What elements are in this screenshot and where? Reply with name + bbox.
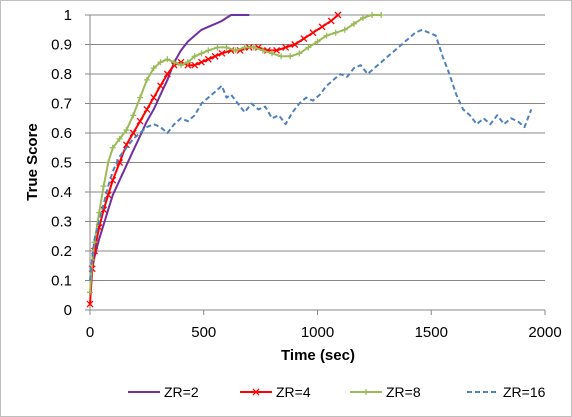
series-lines [86, 11, 533, 308]
data-point-zr-8 [205, 47, 212, 54]
series-zr-4 [86, 11, 342, 308]
y-tick-label: 0.7 [51, 96, 72, 113]
data-point-zr-4 [327, 17, 335, 25]
data-point-zr-4 [191, 61, 199, 69]
legend-label-zr-4: ZR=4 [276, 384, 311, 400]
data-point-zr-4 [129, 129, 137, 137]
data-point-zr-8 [369, 12, 376, 18]
data-point-zr-4 [218, 49, 226, 57]
data-point-zr-8 [287, 53, 294, 60]
x-tick-label: 1000 [301, 324, 334, 341]
data-point-zr-8 [350, 20, 357, 27]
data-point-zr-4 [334, 11, 342, 19]
gridlines [90, 14, 545, 281]
data-point-zr-4 [163, 70, 171, 78]
data-point-zr-4 [318, 23, 326, 31]
data-point-zr-8 [259, 47, 266, 54]
data-point-zr-8 [150, 65, 157, 72]
data-point-zr-8 [116, 135, 123, 142]
data-point-zr-8 [178, 62, 184, 69]
data-point-zr-8 [332, 29, 339, 36]
data-point-zr-8 [184, 59, 191, 66]
data-point-zr-4 [300, 35, 308, 43]
data-point-zr-8 [305, 44, 312, 51]
data-point-zr-8 [269, 50, 275, 57]
data-point-zr-8 [232, 47, 239, 54]
data-point-zr-8 [171, 59, 178, 66]
data-point-zr-8 [250, 44, 257, 51]
data-point-zr-4 [198, 58, 205, 66]
x-axis-title: Time (sec) [281, 347, 355, 364]
data-point-zr-8 [157, 59, 164, 66]
series-line-zr-16 [89, 28, 533, 281]
y-tick-label: 0.5 [51, 155, 72, 172]
y-tick-label: 0 [64, 302, 72, 319]
data-point-zr-8 [100, 183, 107, 190]
legend-marker-zr-8 [363, 389, 369, 395]
y-tick-label: 0.9 [51, 37, 72, 54]
data-point-zr-4 [136, 117, 144, 125]
legend-label-zr-16: ZR=16 [503, 384, 546, 400]
legend-label-zr-8: ZR=8 [386, 384, 421, 400]
y-tick-label: 0.2 [51, 243, 72, 260]
data-point-zr-8 [137, 94, 144, 101]
data-point-zr-4 [100, 206, 108, 214]
series-zr-8 [87, 12, 385, 296]
y-tick-label: 0.8 [51, 66, 72, 83]
data-point-zr-8 [223, 44, 230, 51]
x-tick-label: 0 [86, 324, 94, 341]
series-zr-2 [89, 14, 250, 296]
data-point-zr-8 [323, 32, 330, 39]
data-point-zr-4 [150, 94, 158, 102]
data-point-zr-8 [105, 159, 112, 166]
series-zr-16 [89, 28, 533, 281]
y-tick-label: 0.4 [51, 184, 72, 201]
data-point-zr-4 [273, 46, 281, 54]
data-point-zr-8 [198, 50, 205, 57]
y-axis-title: True Score [24, 123, 41, 201]
tick-labels: 0 0.1 0.2 0.3 0.4 0.5 0.6 0.7 0.8 0.9 1 0 500 1000 150… [51, 7, 562, 341]
data-point-zr-8 [360, 14, 366, 21]
data-point-zr-8 [241, 44, 248, 51]
legend-marker-zr-4 [252, 388, 260, 396]
axes [85, 14, 546, 315]
y-tick-label: 0.1 [51, 273, 72, 290]
data-point-zr-8 [378, 12, 385, 18]
series-line-zr-4 [89, 14, 339, 305]
data-point-zr-8 [296, 50, 303, 57]
legend-label-zr-2: ZR=2 [164, 384, 199, 400]
data-point-zr-4 [291, 41, 299, 48]
data-point-zr-4 [157, 82, 164, 90]
data-point-zr-4 [143, 105, 151, 113]
series-line-zr-2 [89, 14, 250, 296]
data-point-zr-8 [87, 289, 93, 296]
series-line-zr-8 [89, 14, 382, 293]
data-point-zr-4 [86, 300, 94, 308]
data-point-zr-4 [204, 55, 212, 63]
x-tick-label: 1500 [415, 324, 448, 341]
legend: ZR=2 ZR=4 ZR=8 ZR=16 [128, 384, 546, 400]
data-point-zr-4 [309, 29, 317, 37]
data-point-zr-4 [282, 43, 290, 51]
y-tick-label: 0.3 [51, 214, 72, 231]
x-tick-label: 2000 [528, 324, 561, 341]
data-point-zr-8 [164, 56, 171, 63]
data-point-zr-4 [211, 52, 219, 60]
data-point-zr-4 [122, 141, 130, 149]
y-tick-label: 0.6 [51, 125, 72, 142]
data-point-zr-8 [109, 144, 116, 151]
x-tick-label: 500 [191, 324, 216, 341]
data-point-zr-8 [278, 53, 285, 60]
data-point-zr-8 [214, 44, 221, 51]
y-tick-label: 1 [64, 7, 72, 24]
data-point-zr-8 [191, 53, 198, 60]
data-point-zr-8 [130, 112, 137, 119]
data-point-zr-8 [341, 26, 348, 33]
data-point-zr-8 [143, 76, 150, 83]
data-point-zr-8 [314, 38, 321, 45]
data-point-zr-8 [123, 127, 130, 134]
